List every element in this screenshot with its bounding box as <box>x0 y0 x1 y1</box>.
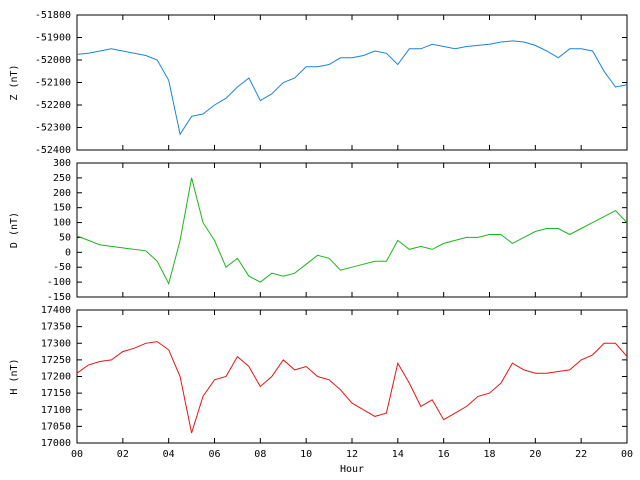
y-tick-label: -52100 <box>35 78 71 89</box>
y-tick-label: 17200 <box>41 372 71 383</box>
y-tick-label: 17150 <box>41 388 71 399</box>
y-tick-label: -150 <box>47 292 71 303</box>
y-tick-label: -52400 <box>35 145 71 156</box>
y-tick-label: -52200 <box>35 100 71 111</box>
y-tick-label: 17250 <box>41 355 71 366</box>
y-tick-label: 17300 <box>41 338 71 349</box>
y-axis-label: D (nT) <box>9 212 20 248</box>
x-tick-label: 06 <box>208 449 220 460</box>
x-tick-label: 08 <box>254 449 266 460</box>
y-tick-label: -52300 <box>35 123 71 134</box>
x-tick-label: 02 <box>117 449 129 460</box>
x-tick-label: 18 <box>483 449 495 460</box>
x-tick-label: 12 <box>346 449 358 460</box>
y-tick-label: 17350 <box>41 322 71 333</box>
y-tick-label: -51900 <box>35 33 71 44</box>
y-tick-label: 200 <box>53 188 71 199</box>
y-tick-label: 100 <box>53 218 71 229</box>
x-tick-label: 10 <box>300 449 312 460</box>
x-tick-label: 16 <box>438 449 450 460</box>
y-tick-label: 17050 <box>41 421 71 432</box>
y-tick-label: -50 <box>53 262 71 273</box>
y-tick-label: 50 <box>59 232 71 243</box>
y-tick-label: 300 <box>53 158 71 169</box>
x-tick-label: 00 <box>71 449 83 460</box>
x-tick-label: 22 <box>575 449 587 460</box>
x-tick-label: 14 <box>392 449 404 460</box>
x-tick-label: 20 <box>529 449 541 460</box>
y-tick-label: -100 <box>47 277 71 288</box>
y-axis-label: H (nT) <box>9 358 20 394</box>
x-tick-label: 04 <box>163 449 175 460</box>
x-axis-label: Hour <box>340 464 364 475</box>
panel-frame <box>76 162 628 298</box>
data-line <box>76 40 628 136</box>
y-tick-label: 0 <box>65 247 71 258</box>
y-tick-label: -51800 <box>35 10 71 21</box>
y-tick-label: 150 <box>53 203 71 214</box>
panel-frame <box>76 309 628 444</box>
x-tick-label: 00 <box>621 449 633 460</box>
y-tick-label: 17000 <box>41 438 71 449</box>
data-line <box>76 177 628 285</box>
y-tick-label: 250 <box>53 173 71 184</box>
y-tick-label: 17100 <box>41 405 71 416</box>
y-tick-label: -52000 <box>35 55 71 66</box>
data-line <box>76 341 628 434</box>
panel-frame <box>76 14 628 151</box>
y-tick-label: 17400 <box>41 305 71 316</box>
y-axis-label: Z (nT) <box>9 64 20 100</box>
